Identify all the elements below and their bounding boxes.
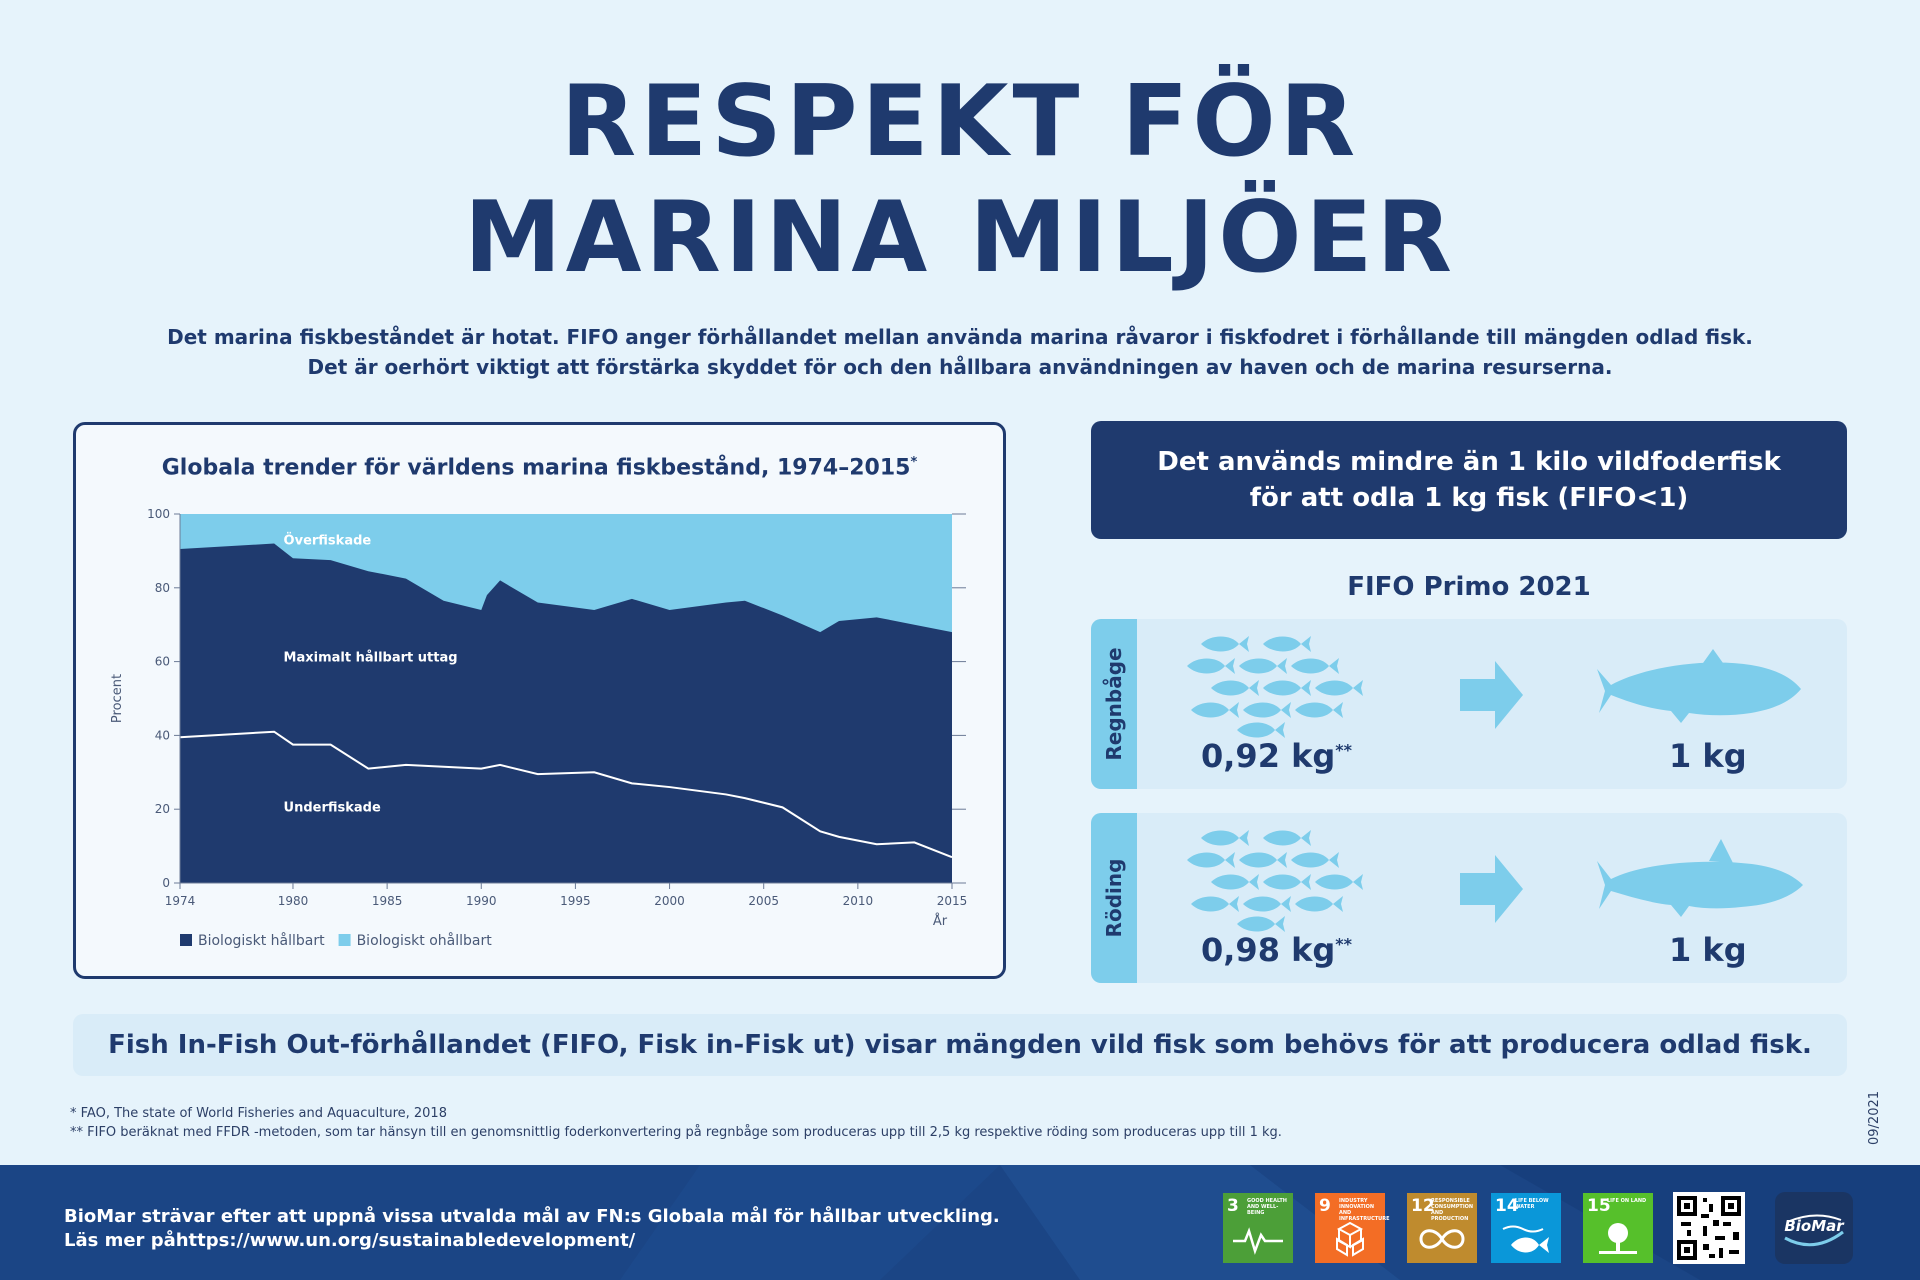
x-tick-label: 1990 (466, 894, 497, 908)
page-title: RESPEKT FÖR MARINA MILJÖER (0, 64, 1920, 296)
fifo-header-line-2: för att odla 1 kg fisk (FIFO<1) (1249, 483, 1689, 513)
infinity-icon (1419, 1229, 1465, 1249)
sdg-label: Good health and well-being (1247, 1198, 1287, 1216)
fifo-output-value: 1 kg (1669, 737, 1747, 775)
fish-conversion-graphic (1187, 636, 1801, 738)
y-tick-label: 0 (162, 876, 170, 890)
x-tick-label: 2005 (748, 894, 779, 908)
sdg-3-badge: 3 Good health and well-being (1223, 1193, 1293, 1263)
x-tick-label: 1980 (278, 894, 309, 908)
qr-code (1673, 1192, 1745, 1264)
date-stamp: 09/2021 (1867, 1090, 1882, 1145)
underfished-boundary-line (179, 730, 953, 859)
y-axis-label: Procent (110, 674, 125, 723)
sdg-label: Life below water (1515, 1198, 1549, 1210)
fish-conversion-graphic (1187, 830, 1803, 932)
series-area-sustainable (180, 543, 952, 883)
arctic-char-icon (1597, 839, 1803, 917)
fifo-definition: Fish In-Fish Out-förhållandet (FIFO, Fis… (73, 1014, 1847, 1076)
chart-annotation: Maximalt hållbart uttag (284, 651, 458, 666)
x-tick-label: 1985 (372, 894, 403, 908)
fifo-header: Det används mindre än 1 kilo vildfoderfi… (1091, 421, 1847, 539)
fifo-input-value: 0,98 kg** (1201, 931, 1353, 969)
x-tick-label: 1974 (165, 894, 196, 908)
x-tick-label: 2000 (654, 894, 685, 908)
fish-school-icon (1187, 636, 1363, 738)
title-line-1: RESPEKT FÖR (560, 65, 1360, 179)
x-tick-label: 2010 (843, 894, 874, 908)
y-tick-label: 20 (155, 802, 170, 816)
sdg-label: Life on land (1607, 1198, 1647, 1204)
fifo-input-value: 0,92 kg** (1201, 737, 1353, 775)
sdg-label: Industry innovation and infrastructure (1339, 1198, 1390, 1222)
fifo-card-arctic-char: Röding 0,98 kg** 1 kg (1091, 813, 1847, 983)
sdg-15-badge: 15 Life on land (1583, 1193, 1653, 1263)
footer: BioMar strävar efter att uppnå vissa utv… (0, 1165, 1920, 1280)
chart-annotation: Underfiskade (284, 800, 381, 815)
footer-line-2: Läs mer påhttps://www.un.org/sustainable… (64, 1230, 636, 1251)
fifo-card-rainbow-trout: Regnbåge 0,92 kg** 1 kg (1091, 619, 1847, 789)
legend-label: Biologiskt hållbart (198, 932, 325, 949)
tree-icon (1599, 1223, 1637, 1254)
input-marker: ** (1335, 934, 1353, 954)
footnotes: * FAO, The state of World Fisheries and … (70, 1104, 1282, 1142)
footer-text: BioMar strävar efter att uppnå vissa utv… (64, 1205, 1000, 1253)
title-line-2: MARINA MILJÖER (464, 181, 1456, 295)
sdg-9-badge: 9 Industry innovation and infrastructure (1315, 1193, 1390, 1263)
biomar-logo: BioMar (1775, 1192, 1853, 1264)
chart-panel: Globala trender för världens marina fisk… (73, 422, 1006, 979)
qr-pattern (1677, 1196, 1741, 1260)
legend-label: Biologiskt ohållbart (357, 932, 493, 949)
stock-trend-chart: 0 20 40 60 80 100 1974 1980 1985 1990 1995 2000 2005… (110, 507, 968, 949)
y-tick-label: 100 (147, 507, 170, 521)
logo-text: BioMar (1784, 1217, 1844, 1235)
x-tick-label: 1995 (560, 894, 591, 908)
y-tick-label: 40 (155, 728, 170, 742)
sdg-14-badge: 14 Life below water (1491, 1193, 1561, 1263)
footnote-1: * FAO, The state of World Fisheries and … (70, 1106, 447, 1121)
heartbeat-icon (1233, 1227, 1283, 1255)
fifo-header-line-1: Det används mindre än 1 kilo vildfoderfi… (1157, 447, 1781, 477)
y-tick-label: 80 (155, 581, 170, 595)
intro-text: Det marina fiskbeståndet är hotat. FIFO … (60, 322, 1860, 382)
legend-swatch (338, 934, 351, 946)
fifo-tab: Röding (1091, 813, 1137, 983)
y-tick-label: 60 (155, 655, 170, 669)
fifo-output-value: 1 kg (1669, 931, 1747, 969)
input-marker: ** (1335, 740, 1353, 760)
arrow-right-icon (1460, 855, 1523, 923)
arrow-right-icon (1460, 661, 1523, 729)
cubes-icon (1336, 1221, 1364, 1257)
footer-line-1: BioMar strävar efter att uppnå vissa utv… (64, 1206, 1000, 1227)
rainbow-trout-icon (1597, 649, 1801, 723)
chart-title: Globala trender för världens marina fisk… (161, 455, 918, 481)
fish-icon (1502, 1225, 1549, 1253)
fish-school-icon (1187, 830, 1363, 932)
x-axis-label: År (933, 913, 948, 929)
intro-line-1: Det marina fiskbeståndet är hotat. FIFO … (167, 325, 1753, 349)
sdg-12-badge: 12 Responsible consumption and productio… (1407, 1193, 1477, 1263)
chart-annotation: Överfiskade (284, 532, 372, 548)
fifo-subtitle: FIFO Primo 2021 (1347, 572, 1591, 602)
logo-swoosh (1784, 1214, 1844, 1247)
fifo-tab: Regnbåge (1091, 619, 1137, 789)
sdg-label: Responsible consumption and production (1431, 1198, 1474, 1222)
intro-line-2: Det är oerhört viktigt att förstärka sky… (307, 355, 1613, 379)
footnote-2: ** FIFO beräknat med FFDR -metoden, som … (70, 1125, 1282, 1140)
x-tick-label: 2015 (937, 894, 968, 908)
legend-swatch (180, 934, 192, 946)
chart-title-marker: * (910, 455, 918, 470)
